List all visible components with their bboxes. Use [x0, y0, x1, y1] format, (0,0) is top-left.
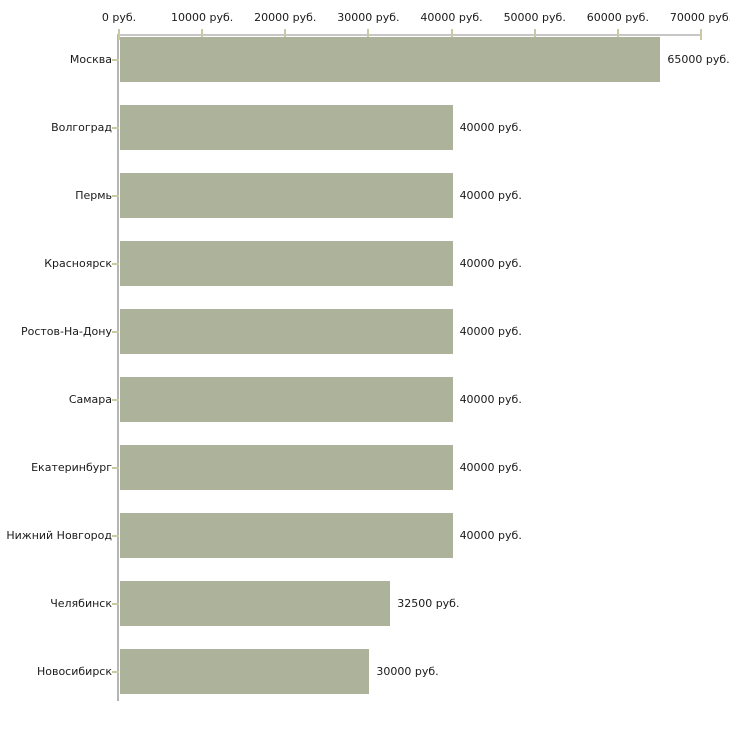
- bar: [120, 581, 391, 626]
- bar-value-label: 40000 руб.: [459, 528, 522, 542]
- category-label: Новосибирск: [36, 664, 112, 678]
- x-tick-label: 20000 руб.: [254, 11, 317, 24]
- bar-value-label: 40000 руб.: [459, 460, 522, 474]
- x-tick-label: 60000 руб.: [586, 11, 649, 24]
- category-label: Нижний Новгород: [6, 528, 112, 542]
- x-axis-tick: [284, 29, 287, 40]
- bar: [120, 309, 453, 354]
- y-axis-tick: [112, 398, 119, 401]
- x-axis-tick: [616, 29, 619, 40]
- bar: [120, 37, 661, 82]
- x-tick-label: 30000 руб.: [337, 11, 400, 24]
- category-label: Красноярск: [44, 256, 112, 270]
- bar: [120, 649, 370, 694]
- bar-value-label: 40000 руб.: [459, 324, 522, 338]
- bar-value-label: 32500 руб.: [397, 596, 460, 610]
- bar-value-label: 65000 руб.: [667, 52, 730, 66]
- y-axis-tick: [112, 330, 119, 333]
- y-axis-tick: [112, 534, 119, 537]
- x-tick-label: 50000 руб.: [503, 11, 566, 24]
- y-axis-tick: [112, 670, 119, 673]
- x-axis-tick: [367, 29, 370, 40]
- bar-value-label: 40000 руб.: [459, 256, 522, 270]
- x-axis-tick: [700, 29, 702, 40]
- bar-value-label: 40000 руб.: [459, 188, 522, 202]
- x-axis-tick: [118, 29, 120, 40]
- bar: [120, 513, 453, 558]
- y-axis-tick: [112, 58, 119, 61]
- category-label: Москва: [69, 52, 112, 66]
- x-axis-tick: [450, 29, 453, 40]
- bar: [120, 105, 453, 150]
- bar: [120, 377, 453, 422]
- x-tick-label: 40000 руб.: [420, 11, 483, 24]
- category-label: Самара: [68, 392, 112, 406]
- y-axis-line: [117, 34, 119, 701]
- y-axis-tick: [112, 602, 119, 605]
- y-axis-tick: [112, 466, 119, 469]
- x-tick-label: 70000 руб.: [669, 11, 730, 24]
- x-axis-line: [117, 34, 702, 36]
- y-axis-tick: [112, 126, 119, 129]
- category-label: Ростов-На-Дону: [20, 324, 112, 338]
- x-axis-tick: [533, 29, 536, 40]
- category-label: Пермь: [75, 188, 112, 202]
- bar: [120, 445, 453, 490]
- bar: [120, 241, 453, 286]
- x-tick-label: 10000 руб.: [171, 11, 234, 24]
- bar: [120, 173, 453, 218]
- bar-value-label: 40000 руб.: [459, 120, 522, 134]
- y-axis-tick: [112, 194, 119, 197]
- bar-value-label: 40000 руб.: [459, 392, 522, 406]
- category-label: Волгоград: [51, 120, 112, 134]
- y-axis-tick: [112, 262, 119, 265]
- bar-value-label: 30000 руб.: [376, 664, 439, 678]
- x-tick-label: 0 руб.: [101, 11, 137, 24]
- category-label: Челябинск: [50, 596, 112, 610]
- x-axis-tick: [201, 29, 204, 40]
- category-label: Екатеринбург: [31, 460, 112, 474]
